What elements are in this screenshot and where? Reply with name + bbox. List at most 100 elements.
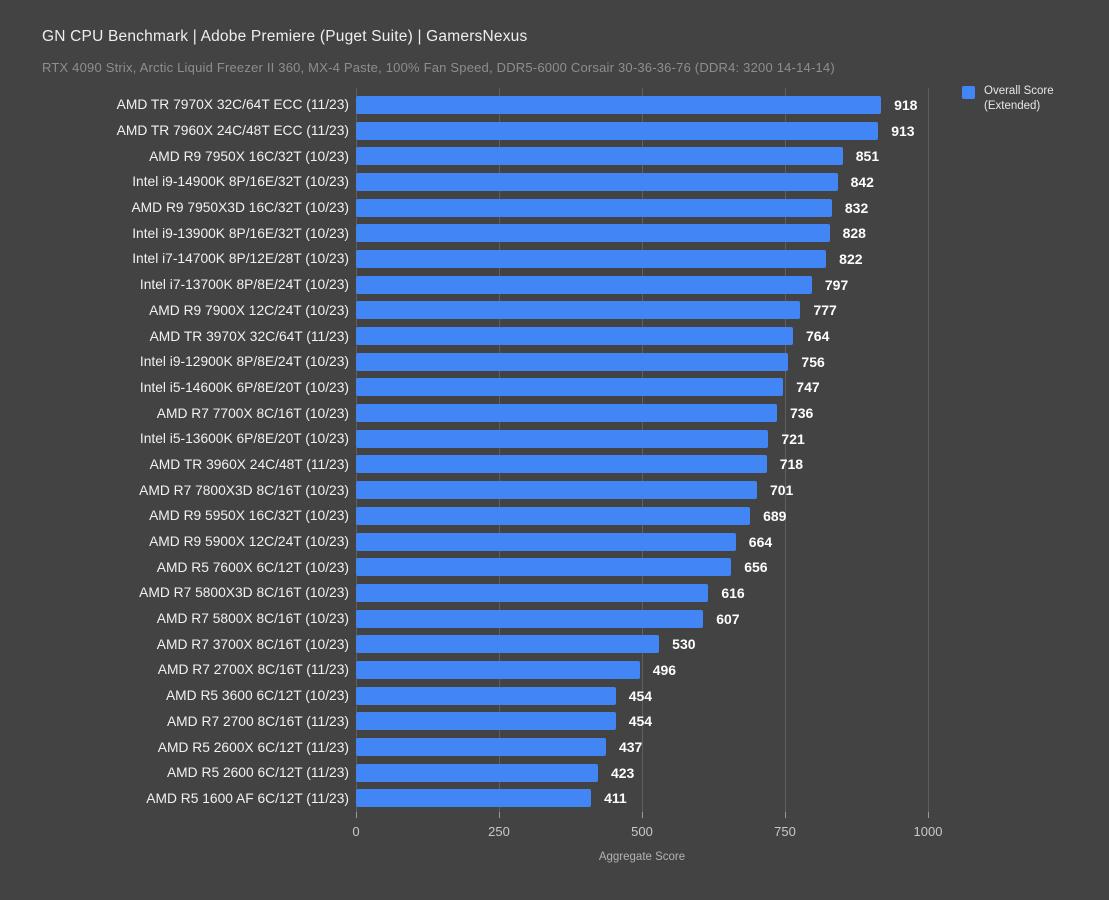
category-label: AMD TR 3970X 32C/64T (11/23) — [149, 328, 349, 344]
bar — [356, 506, 751, 525]
bar-row: 718 — [356, 452, 996, 478]
x-axis: 0 250 500 750 1000 — [352, 811, 996, 852]
bar-row: 756 — [356, 349, 996, 375]
axis-tick — [928, 811, 929, 818]
value-label: 756 — [801, 353, 825, 370]
bar — [356, 583, 709, 602]
value-label: 736 — [789, 405, 814, 422]
bar-row: 496 — [356, 657, 996, 683]
bar — [356, 147, 843, 166]
value-label: 777 — [813, 302, 837, 319]
value-label: 656 — [744, 559, 768, 576]
value-label: 851 — [855, 148, 880, 165]
value-label: 701 — [769, 482, 794, 499]
category-label: AMD R5 2600X 6C/12T (11/23) — [157, 739, 349, 755]
category-label: Intel i7-13700K 8P/8E/24T (10/23) — [139, 277, 349, 293]
category-label: Intel i5-13600K 6P/8E/20T (10/23) — [139, 431, 349, 447]
category-label: AMD R7 5800X3D 8C/16T (10/23) — [139, 585, 349, 601]
gridline — [785, 88, 786, 812]
bar-row: 454 — [356, 709, 996, 735]
category-label: AMD R9 7900X 12C/24T (10/23) — [149, 302, 349, 318]
bar-row: 832 — [356, 195, 996, 221]
bar — [356, 224, 830, 243]
bar-row: 777 — [356, 298, 996, 324]
value-label: 664 — [748, 533, 773, 550]
bar — [356, 763, 598, 782]
plot-area: 918 913 851 842 832 828 822 797 777 764 756 747 736 7… — [356, 88, 996, 812]
bar — [356, 352, 789, 371]
category-label: AMD R5 1600 AF 6C/12T (11/23) — [146, 790, 349, 806]
axis-tick-label: 500 — [631, 823, 653, 839]
category-label: AMD R5 2600 6C/12T (11/23) — [166, 765, 349, 781]
category-label: AMD R9 7950X3D 16C/32T (10/23) — [131, 200, 349, 216]
value-label: 689 — [763, 507, 787, 524]
category-label: Intel i7-14700K 8P/12E/28T (10/23) — [132, 251, 349, 267]
axis-tick — [356, 811, 357, 818]
bar-row: 797 — [356, 272, 996, 298]
legend: Overall Score (Extended) — [962, 84, 1054, 114]
bar-row: 747 — [356, 375, 996, 401]
bar-row: 607 — [356, 606, 996, 632]
bar-row: 437 — [356, 734, 996, 760]
value-label: 423 — [610, 764, 635, 781]
chart-title: GN CPU Benchmark | Adobe Premiere (Puget… — [42, 28, 528, 45]
category-label: AMD R7 3700X 8C/16T (10/23) — [156, 636, 349, 652]
category-label: Intel i5-14600K 6P/8E/20T (10/23) — [139, 379, 349, 395]
bar — [356, 609, 704, 628]
bar-row: 689 — [356, 503, 996, 529]
category-label: AMD R9 5950X 16C/32T (10/23) — [149, 508, 349, 524]
bar — [356, 327, 793, 346]
bar-row: 701 — [356, 477, 996, 503]
category-label: AMD R7 2700X 8C/16T (11/23) — [157, 662, 349, 678]
bar — [356, 738, 606, 757]
bar-row: 530 — [356, 631, 996, 657]
axis-tick-label: 1000 — [913, 823, 943, 839]
value-label: 842 — [850, 173, 874, 190]
category-label: AMD R9 5900X 12C/24T (10/23) — [149, 534, 349, 550]
bar — [356, 712, 616, 731]
category-label: AMD TR 3960X 24C/48T (11/23) — [149, 456, 349, 472]
bar-row: 656 — [356, 554, 996, 580]
value-label: 913 — [891, 122, 915, 139]
value-label: 764 — [806, 328, 830, 345]
bar — [356, 275, 812, 294]
bar-row: 764 — [356, 323, 996, 349]
gridline — [642, 88, 643, 812]
axis-tick — [642, 811, 643, 818]
category-label: AMD TR 7970X 32C/64T ECC (11/23) — [116, 97, 349, 113]
category-label: AMD R5 7600X 6C/12T (10/23) — [156, 559, 349, 575]
value-label: 496 — [652, 661, 677, 678]
gridline — [928, 88, 929, 812]
bar-row: 913 — [356, 118, 996, 144]
bar — [356, 635, 660, 654]
bar — [356, 172, 838, 191]
gridline — [499, 88, 500, 812]
bar — [356, 429, 769, 448]
value-label: 437 — [618, 739, 643, 756]
category-label: Intel i9-14900K 8P/16E/32T (10/23) — [132, 174, 349, 190]
bar — [356, 121, 879, 140]
value-label: 411 — [604, 790, 627, 807]
bar-row: 918 — [356, 92, 996, 118]
category-label: Intel i9-13900K 8P/16E/32T (10/23) — [132, 225, 349, 241]
bar — [356, 558, 732, 577]
gridline — [356, 88, 357, 812]
category-label: AMD R7 2700 8C/16T (11/23) — [166, 713, 349, 729]
bar-row: 822 — [356, 246, 996, 272]
bar — [356, 532, 736, 551]
bar-row: 664 — [356, 529, 996, 555]
axis-tick — [785, 811, 786, 818]
bar-rows: 918 913 851 842 832 828 822 797 777 764 756 747 736 7… — [356, 92, 996, 812]
category-label: AMD R7 5800X 8C/16T (10/23) — [156, 611, 349, 627]
bar — [356, 660, 640, 679]
bar — [356, 455, 767, 474]
category-label: AMD R9 7950X 16C/32T (10/23) — [149, 148, 349, 164]
bar-row: 736 — [356, 400, 996, 426]
value-label: 832 — [844, 199, 869, 216]
value-label: 616 — [721, 584, 745, 601]
bar — [356, 481, 757, 500]
value-label: 530 — [672, 636, 696, 653]
bar — [356, 95, 882, 114]
category-label: AMD R5 3600 6C/12T (10/23) — [165, 688, 349, 704]
value-label: 454 — [628, 713, 653, 730]
